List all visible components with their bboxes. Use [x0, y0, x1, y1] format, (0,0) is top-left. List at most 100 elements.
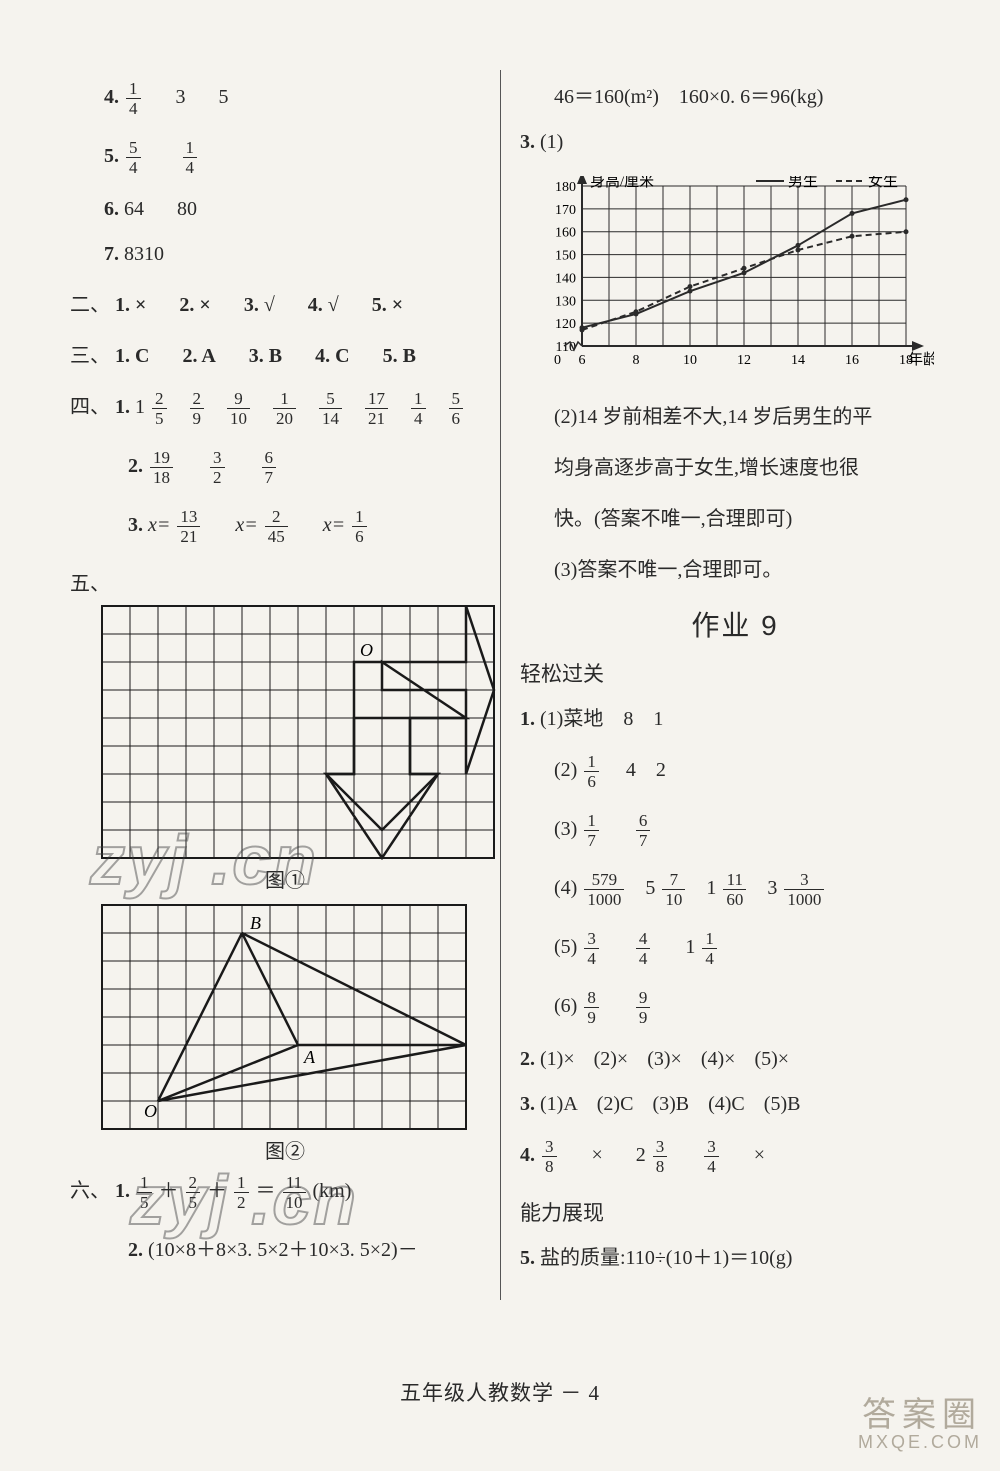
section-2: 二、 1. × 2. × 3. √ 4. √ 5. ×: [70, 288, 500, 317]
eq-lhs: x=: [323, 514, 345, 536]
item3-3: (3)答案不唯一,合理即可。: [554, 553, 950, 582]
label: 1.: [520, 708, 535, 730]
q1-r3: (3) 17 67: [554, 812, 950, 849]
subhead-easy: 轻松过关: [520, 658, 950, 688]
subhead-ability: 能力展现: [520, 1197, 950, 1227]
label: 6.: [104, 198, 119, 220]
fraction: 34: [704, 1138, 719, 1175]
fraction: 15: [137, 1174, 152, 1211]
value: 3: [176, 86, 186, 108]
label: 7.: [104, 243, 119, 265]
answer: 3. √: [244, 294, 275, 316]
fraction: 12: [234, 1174, 249, 1211]
answer: (4)×: [701, 1048, 736, 1070]
page-footer: 五年级人教数学 － 4: [0, 1377, 1000, 1407]
svg-text:A: A: [303, 1047, 316, 1067]
answer: (1)A: [540, 1093, 578, 1115]
fraction: 25: [152, 390, 167, 427]
eq-lhs: x=: [148, 514, 170, 536]
right-column: 46＝160(m²) 160×0. 6＝96(kg) 3. (1) 110120…: [520, 70, 950, 1292]
answer: 1. C: [115, 345, 149, 367]
mixed: 1: [706, 877, 716, 899]
section-label: 四、: [70, 396, 110, 418]
fraction: 31000: [784, 871, 824, 908]
answer: (5)B: [764, 1093, 801, 1115]
svg-text:10: 10: [683, 353, 697, 368]
section-label: 六、: [70, 1180, 110, 1202]
fraction: 38: [653, 1138, 668, 1175]
q1-r2: (2) 16 4 2: [554, 753, 950, 790]
answer: (5)×: [754, 1048, 789, 1070]
left-item-6: 6. 64 80: [104, 198, 500, 221]
fraction: 32: [210, 449, 225, 486]
answer: 5. ×: [372, 294, 403, 316]
section-6-row2: 2. (10×8＋8×3. 5×2＋10×3. 5×2)－: [128, 1233, 500, 1262]
post: 4 2: [606, 759, 666, 781]
left-column: 4. 1 4 3 5 5. 54 14 6. 64 80 7. 8310 二、 …: [70, 70, 500, 1284]
fraction: 16: [352, 508, 367, 545]
column-divider: [500, 70, 501, 1300]
label: 3.: [520, 131, 535, 153]
section-4-row3: 3. x= 1321 x= 245 x= 16: [128, 508, 500, 545]
value: 1: [135, 396, 145, 418]
svg-text:O: O: [144, 1101, 157, 1121]
q3: 3. (1)A (2)C (3)B (4)C (5)B: [520, 1093, 950, 1116]
pre: (4): [554, 877, 577, 899]
fraction: 89: [584, 989, 599, 1026]
homework-title: 作业 9: [520, 604, 950, 644]
mixed: 1: [685, 936, 695, 958]
svg-text:年龄/岁: 年龄/岁: [908, 351, 934, 368]
sub: (1): [540, 131, 563, 153]
svg-text:140: 140: [555, 271, 576, 286]
fraction: 67: [636, 812, 651, 849]
section-4-row1: 四、 1. 1 25 29 910 120 514 1721 14 56: [70, 390, 500, 427]
label: 5.: [520, 1247, 535, 1269]
answer: 4. √: [308, 294, 339, 316]
answer: (1)×: [540, 1048, 575, 1070]
row-label: 2.: [128, 1239, 143, 1261]
q5: 5. 盐的质量:110÷(10＋1)＝10(g): [520, 1241, 950, 1270]
fraction: 1110: [283, 1174, 306, 1211]
q1-r1: 1. (1)菜地 8 1: [520, 702, 950, 731]
svg-text:130: 130: [555, 294, 576, 309]
svg-text:170: 170: [555, 203, 576, 218]
answer: (2)×: [594, 1048, 629, 1070]
label: 3.: [520, 1093, 535, 1115]
grid-figure-1: O: [100, 604, 500, 860]
left-item-4: 4. 1 4 3 5: [104, 80, 500, 117]
grid2-svg: OAB: [100, 903, 468, 1131]
grid1-svg: O: [100, 604, 496, 860]
left-item-7: 7. 8310: [104, 243, 500, 266]
answer: (2)C: [597, 1093, 634, 1115]
svg-text:16: 16: [845, 353, 859, 368]
x: ×: [754, 1144, 765, 1166]
fraction: 910: [227, 390, 250, 427]
fraction: 99: [636, 989, 651, 1026]
svg-text:150: 150: [555, 249, 576, 264]
value: 8310: [124, 243, 164, 265]
svg-text:身高/厘米: 身高/厘米: [590, 176, 654, 190]
fraction: 245: [265, 508, 288, 545]
svg-text:O: O: [360, 640, 373, 660]
fraction: 1160: [723, 871, 746, 908]
fraction: 17: [584, 812, 599, 849]
section-label: 三、: [70, 345, 110, 367]
fraction: 29: [190, 390, 205, 427]
row-label: 2.: [128, 455, 143, 477]
section-label: 五、: [70, 567, 100, 596]
item3-2a: (2)14 岁前相差不大,14 岁后男生的平: [554, 400, 950, 429]
fraction: 120: [273, 390, 296, 427]
pre: (6): [554, 995, 577, 1017]
row-label: 1.: [115, 1180, 130, 1202]
svg-text:男生: 男生: [788, 176, 818, 190]
section-label: 二、: [70, 294, 110, 316]
label: 5.: [104, 145, 119, 167]
svg-text:8: 8: [633, 353, 640, 368]
fraction: 67: [262, 449, 277, 486]
q1-r6: (6) 89 99: [554, 989, 950, 1026]
value: 5: [219, 86, 229, 108]
pre: (5): [554, 936, 577, 958]
row-label: 1.: [115, 396, 130, 418]
value: 80: [177, 198, 197, 220]
fraction: 56: [449, 390, 464, 427]
